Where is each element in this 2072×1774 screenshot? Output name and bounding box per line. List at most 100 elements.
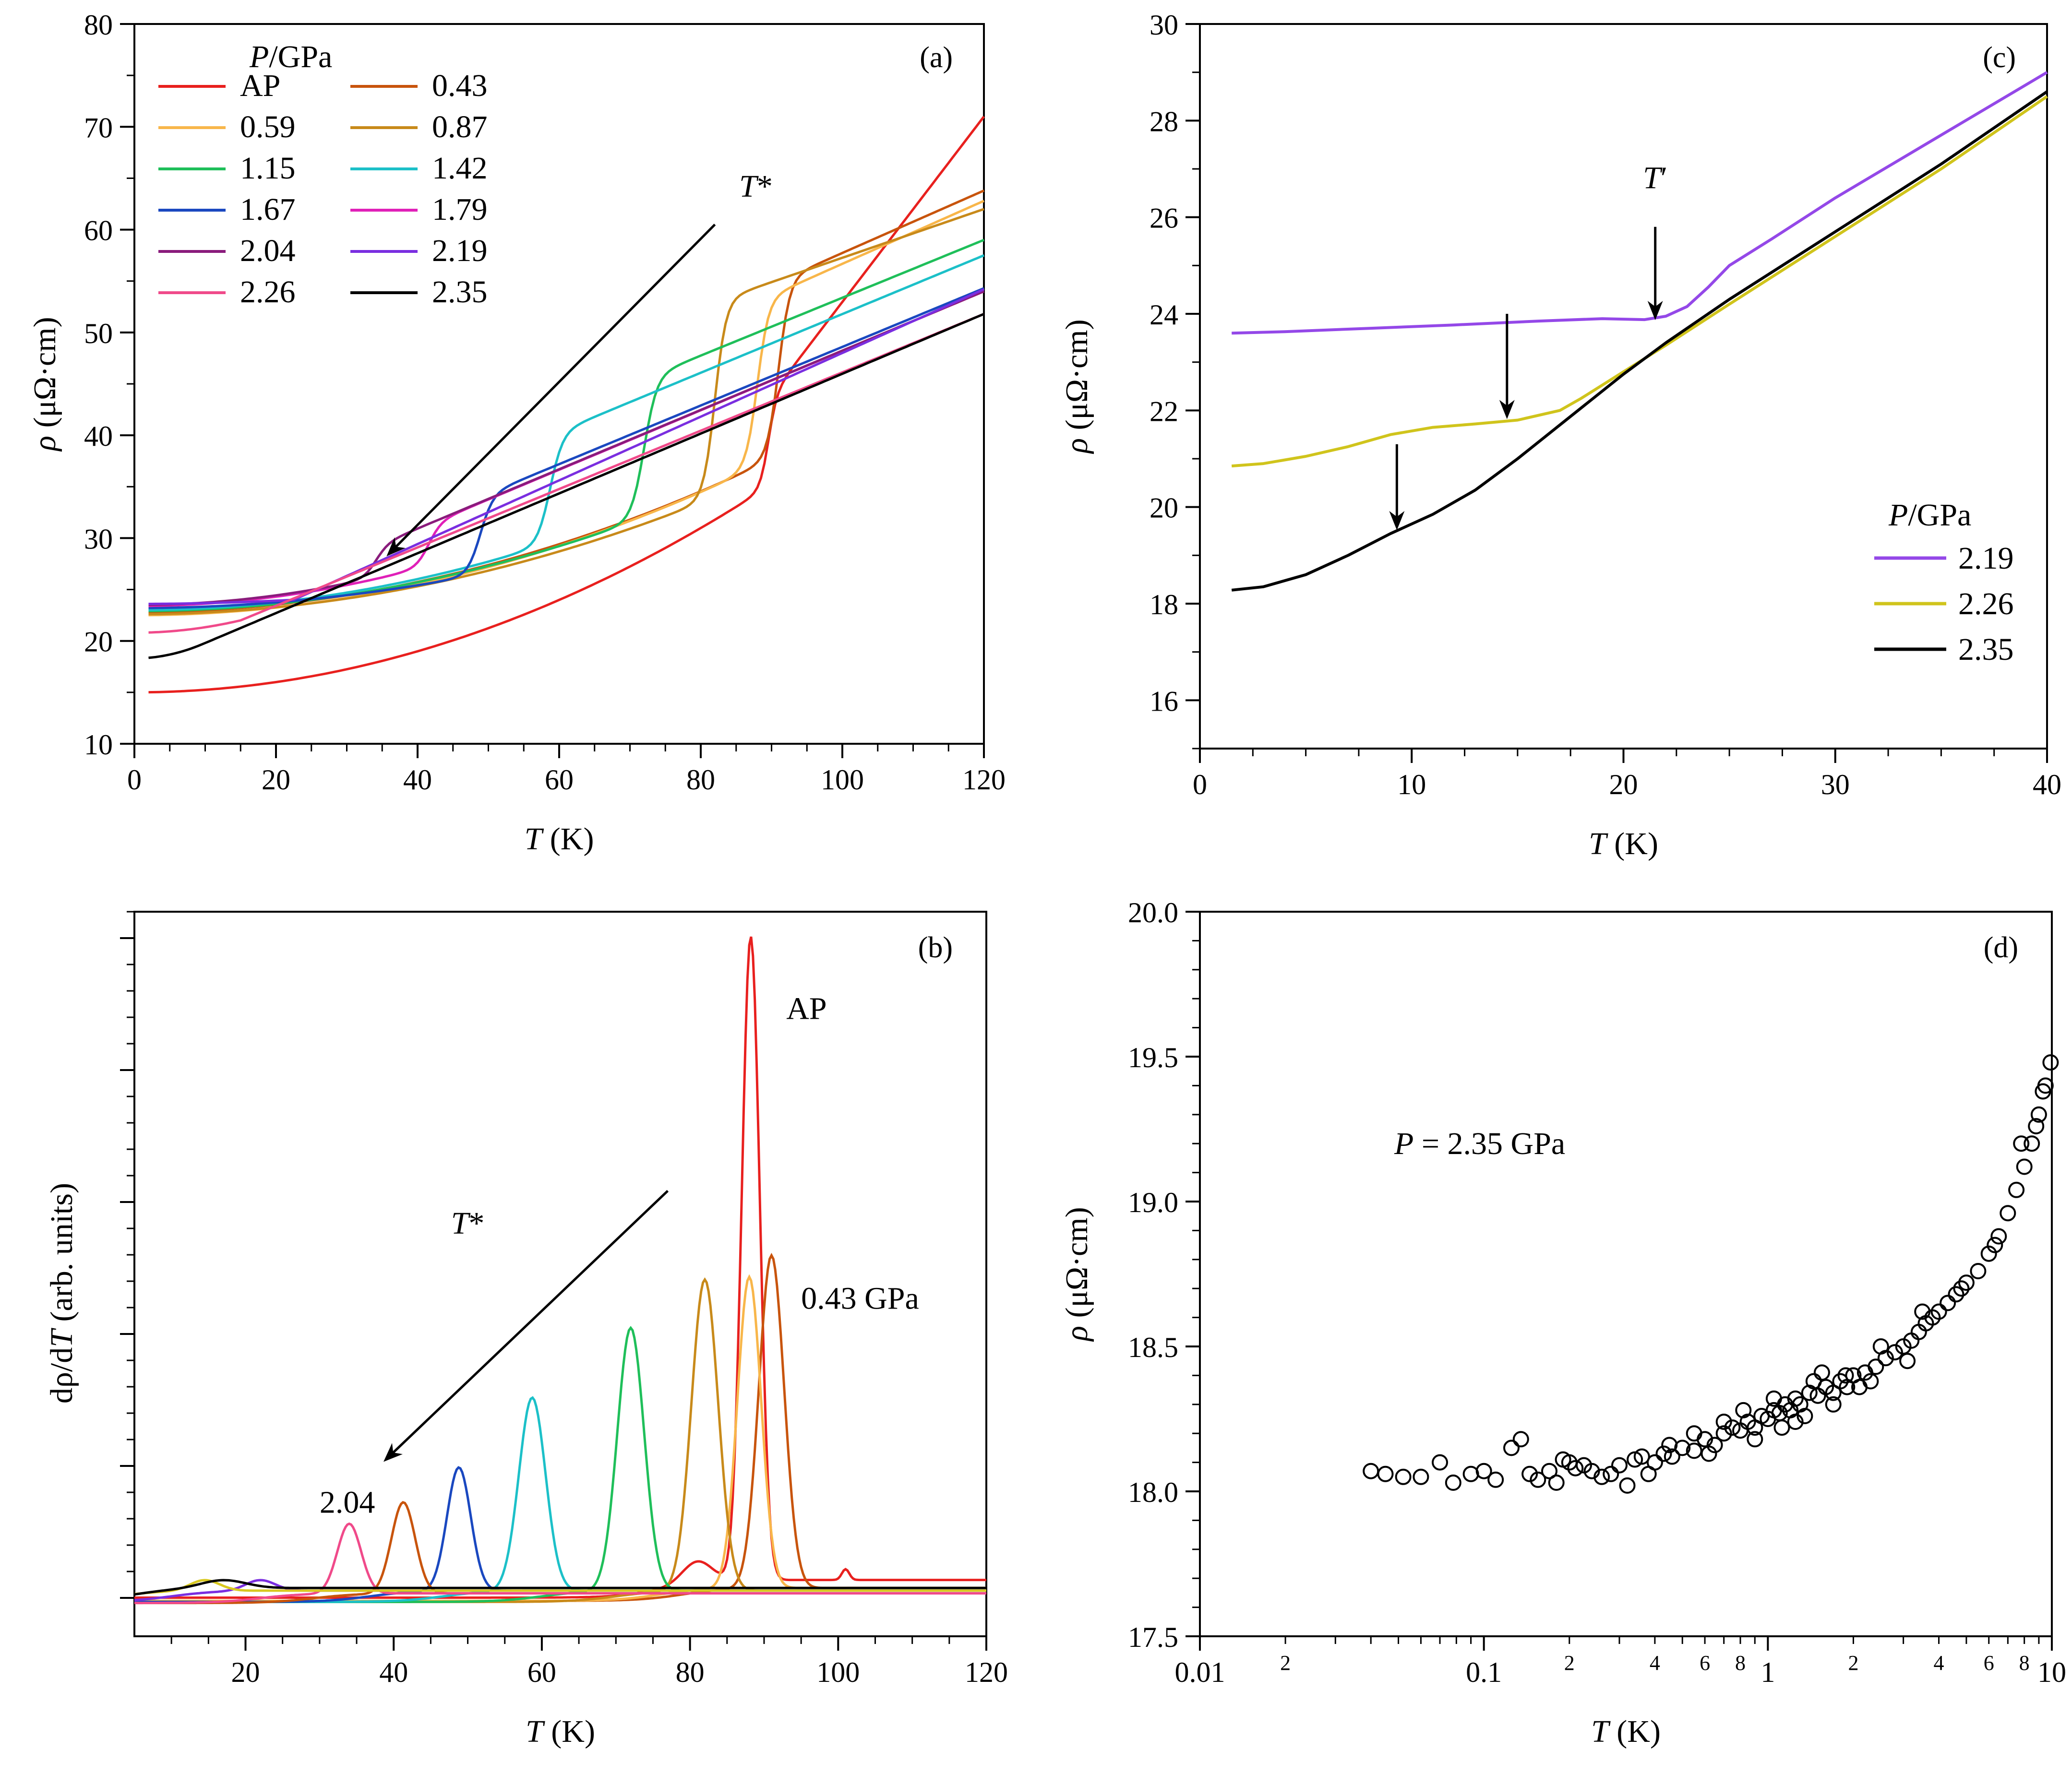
panel-a-legend-label: 0.59 — [240, 109, 296, 144]
panel-c-legend-title-part-1: /GPa — [1908, 498, 1971, 533]
panel-a-y-tick-label: 80 — [84, 9, 113, 41]
panel-d-x-minor-label: 2 — [1564, 1651, 1575, 1675]
panel-d-data-point — [1363, 1463, 1379, 1479]
panel-d-data-point — [1868, 1358, 1884, 1375]
panel-c-x-axis-label-part-0: T — [1589, 826, 1608, 861]
panel-a-x-axis-label: T (K) — [525, 822, 594, 857]
panel-c-legend-title-part-0: P — [1888, 498, 1908, 533]
panel-d-data-point — [1462, 1465, 1479, 1482]
panel-d-data-point — [1548, 1474, 1565, 1491]
panel-a-series-2.35 — [148, 312, 984, 659]
panel-d-x-tick-label: 0.1 — [1466, 1656, 1502, 1688]
panel-d-x-minor-label: 4 — [1650, 1651, 1660, 1675]
panel-d-data-point — [1886, 1344, 1903, 1361]
panel-a-y-tick-label: 70 — [84, 112, 113, 143]
panel-d-data-point — [1735, 1402, 1752, 1418]
panel-b-x-axis-label-part-1: (K) — [543, 1714, 595, 1749]
panel-d-data-point — [1567, 1460, 1584, 1476]
panel-d-data-point — [1633, 1448, 1650, 1465]
panel-d-data-point — [1432, 1454, 1448, 1471]
panel-a-x-axis-label-part-1: (K) — [542, 822, 594, 857]
panel-d-data-point — [1872, 1338, 1889, 1355]
panel-c-y-tick-label: 24 — [1150, 299, 1178, 331]
panel-b-y-axis-label: dρ/dT (arb. units) — [44, 1183, 79, 1404]
panel-d-data-point — [1611, 1457, 1628, 1474]
panel-b-x-tick-label: 120 — [965, 1656, 1008, 1688]
panel-d-y-tick-label: 19.0 — [1128, 1187, 1178, 1218]
panel-d-data-point — [1655, 1445, 1672, 1462]
panel-a-legend-label: 1.67 — [240, 192, 296, 227]
panel-a-y-axis-label-part-1: (μΩ·cm) — [27, 317, 62, 436]
panel-d-data-point — [2024, 1135, 2040, 1152]
panel-a-x-axis-label-part-0: T — [525, 822, 544, 857]
panel-d-data-point — [1664, 1448, 1680, 1465]
panel-d-x-minor-label: 8 — [2019, 1651, 2030, 1675]
panel-a-y-tick-label: 60 — [84, 215, 113, 247]
panel-d-x-minor-label: 2 — [1848, 1651, 1858, 1675]
panel-d-x-minor-label: 4 — [1934, 1651, 1944, 1675]
panel-a-annotation-tstar-part-0: T — [739, 169, 759, 204]
panel-a-y-axis-label-part-0: ρ — [27, 436, 62, 452]
panel-b-x-tick-label: 20 — [231, 1656, 260, 1688]
panel-d-data-point — [1805, 1373, 1822, 1390]
panel-b-x-tick-label: 80 — [676, 1656, 705, 1688]
panel-a-x-tick-label: 100 — [821, 764, 864, 796]
panel-c-series-2.26 — [1231, 95, 2048, 468]
panel-c-y-tick-label: 16 — [1150, 685, 1178, 717]
panel-c-x-tick-label: 10 — [1397, 769, 1426, 800]
panel-b-y-axis-label-part-2: (arb. units) — [44, 1183, 79, 1330]
panel-d-data-point — [1773, 1419, 1790, 1436]
panel-b-x-tick-label: 100 — [816, 1656, 860, 1688]
panel-a-series-1.15 — [148, 238, 984, 612]
panel-d-pressure-annotation-part-0: P — [1394, 1126, 1413, 1161]
panel-a-legend-label: 2.04 — [240, 233, 296, 268]
panel-a-series-1.67 — [148, 287, 984, 609]
panel-d-data-point — [2016, 1158, 2033, 1175]
panel-a-x-tick-label: 80 — [686, 764, 715, 796]
panel-b-y-axis-label-part-1: T — [44, 1328, 79, 1347]
panel-d-data-point — [2035, 1083, 2051, 1100]
panel-b-peak-2.35 — [134, 1579, 986, 1596]
panel-c-y-tick-label: 26 — [1150, 202, 1178, 234]
panel-a-annotation-tstar: T* — [739, 169, 773, 204]
panel-d-data-point — [1706, 1437, 1723, 1453]
panel-a-series-1.79 — [148, 290, 984, 607]
panel-b-peak-2.04 — [134, 1522, 986, 1605]
panel-d-data-point — [1797, 1408, 1813, 1424]
panel-a-legend-label: 0.87 — [432, 109, 488, 144]
panel-c-legend-label: 2.19 — [1958, 541, 2014, 576]
panel-b-peak-label: 0.43 GPa — [801, 1281, 919, 1316]
panel-a-legend-label: 2.19 — [432, 233, 488, 268]
panel-c-y-axis-label-part-0: ρ — [1059, 438, 1094, 454]
panel-d-data-point — [2028, 1118, 2045, 1134]
panel-b-peak-label: 2.04 — [320, 1485, 375, 1520]
panel-a-series-0.87 — [148, 208, 984, 616]
panel-d-frame — [1199, 911, 2053, 1637]
panel-d-data-point — [1646, 1454, 1663, 1471]
panel-c-x-tick-label: 0 — [1193, 769, 1207, 800]
panel-d-y-axis-label: ρ (μΩ·cm) — [1059, 1207, 1094, 1342]
panel-d-y-tick-label: 19.5 — [1128, 1042, 1178, 1073]
panel-d-data-point — [1980, 1245, 1997, 1262]
panel-a-x-tick-label: 120 — [962, 764, 1006, 796]
panel-d-x-tick-label: 0.01 — [1175, 1656, 1225, 1688]
panel-d-data-point — [1930, 1303, 1947, 1320]
panel-d-data-point — [2013, 1135, 2030, 1152]
panel-d-data-point — [1619, 1477, 1636, 1494]
panel-c-x-axis-label-part-1: (K) — [1606, 826, 1658, 861]
panel-d-data-point — [1940, 1295, 1956, 1311]
panel-a-y-tick-label: 30 — [84, 523, 113, 555]
panel-a-label: (a) — [920, 41, 953, 74]
panel-a-legend-label: 2.26 — [240, 274, 296, 310]
panel-d-data-point — [1395, 1468, 1412, 1485]
panel-a-series-2.04 — [148, 290, 984, 606]
panel-b-peak-1.67 — [134, 1466, 986, 1603]
panel-d-pressure-annotation-part-1: = 2.35 GPa — [1413, 1126, 1565, 1161]
panel-c-x-tick-label: 30 — [1821, 769, 1850, 800]
panel-a-legend-label: 1.79 — [432, 192, 488, 227]
panel-d-data-point — [1958, 1274, 1975, 1291]
panel-a-legend-title-part-1: /GPa — [269, 39, 332, 74]
panel-d-data-point — [1801, 1384, 1818, 1401]
panel-a-resistivity-vs-temperature: 0 20 40 60 80 100 120 10 20 30 40 50 60 70 80 T (K) ρ (μ… — [27, 9, 1006, 857]
